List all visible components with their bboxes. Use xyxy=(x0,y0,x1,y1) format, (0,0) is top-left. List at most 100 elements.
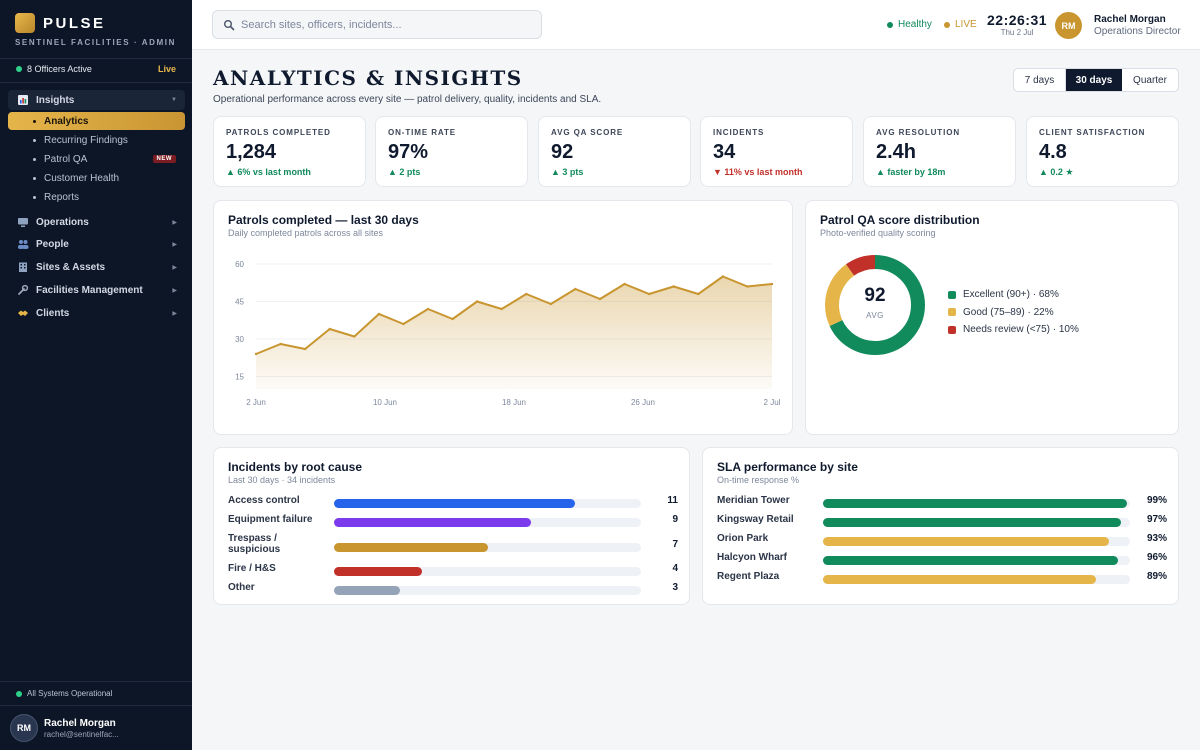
sidebar-section-facilities-management[interactable]: Facilities Management ▶ xyxy=(8,280,185,300)
people-icon xyxy=(18,240,29,249)
kpi-value: 97% xyxy=(388,141,429,163)
topbar-user-name: Rachel Morgan xyxy=(1094,14,1166,25)
data-point xyxy=(475,300,479,303)
bar-track xyxy=(823,518,1130,527)
donut-center-value: 92 xyxy=(864,285,886,306)
topbar: Healthy LIVE 22:26:31 Thu 2 Jul RM Rache… xyxy=(192,0,1200,50)
health-dot-icon xyxy=(887,21,893,28)
kpi-incidents: INCIDENTS 34 ▼ 11% vs last month xyxy=(700,116,853,187)
sidebar-user[interactable]: RM Rachel Morgan rachel@sentinelfac... xyxy=(10,714,119,742)
bar-label: Fire / H&S xyxy=(228,563,276,574)
bar-fill xyxy=(334,567,422,576)
bullet-icon xyxy=(33,119,36,123)
bar-fill xyxy=(334,543,488,552)
live-status: LIVE xyxy=(944,19,977,30)
bar-fill xyxy=(823,518,1121,527)
range-30-days-button[interactable]: 30 days xyxy=(1066,69,1122,91)
incidents-chart-title: Incidents by root cause xyxy=(228,460,363,474)
data-point xyxy=(279,342,282,346)
chevron-right-icon: ▶ xyxy=(172,241,177,248)
sidebar-section-operations[interactable]: Operations ▶ xyxy=(8,212,185,232)
kpi-delta: ▲ faster by 18m xyxy=(876,167,946,177)
bar-chart-icon xyxy=(18,95,28,105)
bar-track xyxy=(823,499,1130,508)
patrols-area-chart: 15 30 45 60 2 Jun 10 Jun 18 Jun 26 Jun 2 Jul xyxy=(235,260,781,407)
sidebar-item-customer-health[interactable]: Customer Health xyxy=(8,169,185,187)
legend-swatch xyxy=(948,325,956,334)
sidebar-section-insights[interactable]: Insights ▼ xyxy=(8,90,185,110)
bar-value: 96% xyxy=(1146,552,1167,563)
brand[interactable]: PULSE xyxy=(15,13,106,33)
bar-fill xyxy=(823,575,1097,584)
sidebar-item-reports[interactable]: Reports xyxy=(8,188,185,206)
donut-slice xyxy=(825,255,925,355)
bar-track xyxy=(334,543,641,552)
bar-fill xyxy=(334,518,532,527)
kpi-delta: ▲ 0.2 ★ xyxy=(1039,167,1074,177)
range-7-days-button[interactable]: 7 days xyxy=(1014,69,1066,91)
x-tick-label: 18 Jun xyxy=(502,398,526,407)
bullet-icon xyxy=(33,157,36,161)
data-point xyxy=(598,297,602,301)
bar-row: Regent Plaza 89% xyxy=(717,571,1167,590)
sidebar-item-label: Customer Health xyxy=(44,172,120,184)
data-point xyxy=(697,292,700,296)
kpi-delta: ▲ 2 pts xyxy=(388,167,421,177)
live-dot-icon xyxy=(944,21,950,28)
bar-track xyxy=(823,537,1130,546)
sla-chart-title: SLA performance by site xyxy=(717,460,858,474)
sidebar-section-label: Sites & Assets xyxy=(36,261,106,273)
monitor-icon xyxy=(18,218,28,227)
page-subtitle: Operational performance across every sit… xyxy=(213,94,602,105)
kpi-on-time-rate: ON-TIME RATE 97% ▲ 2 pts xyxy=(375,116,528,187)
patrols-chart-subtitle: Daily completed patrols across all sites xyxy=(228,228,384,238)
search-input[interactable] xyxy=(241,18,521,31)
sidebar-item-analytics[interactable]: Analytics xyxy=(8,112,185,130)
range-quarter-button[interactable]: Quarter xyxy=(1133,74,1167,86)
wrench-icon xyxy=(18,284,29,295)
data-point xyxy=(451,317,454,321)
sidebar-item-recurring-findings[interactable]: Recurring Findings xyxy=(8,131,185,149)
incidents-chart-card: Incidents by root cause Last 30 days · 3… xyxy=(213,447,690,605)
search-box[interactable] xyxy=(212,10,542,39)
bar-row: Orion Park 93% xyxy=(717,533,1167,552)
sidebar-section-label: People xyxy=(36,238,69,250)
legend-item: Excellent (90+) · 68% xyxy=(948,286,1079,304)
bar-value: 3 xyxy=(672,582,678,593)
kpi-value: 2.4h xyxy=(876,141,917,163)
bar-value: 9 xyxy=(672,514,678,525)
avatar[interactable]: RM xyxy=(1055,12,1082,39)
bullet-icon xyxy=(33,176,36,180)
data-point xyxy=(525,292,528,296)
bar-label: Trespass / suspicious xyxy=(228,533,281,555)
sidebar-item-patrol-qa[interactable]: Patrol QA NEW xyxy=(8,150,185,168)
bar-value: 89% xyxy=(1146,571,1167,582)
bar-row: Halcyon Wharf 96% xyxy=(717,552,1167,571)
sidebar-section-people[interactable]: People ▶ xyxy=(8,234,185,254)
kpi-client-satisfaction: CLIENT SATISFACTION 4.8 ▲ 0.2 ★ xyxy=(1026,116,1179,187)
sidebar-section-sites-assets[interactable]: Sites & Assets ▶ xyxy=(8,257,185,277)
bar-track xyxy=(823,575,1130,584)
sidebar-section-clients[interactable]: Clients ▶ xyxy=(8,303,185,323)
kpi-value: 92 xyxy=(551,141,574,163)
sla-chart-subtitle: On-time response % xyxy=(717,475,800,485)
data-point xyxy=(328,327,331,331)
bar-label: Equipment failure xyxy=(228,514,313,525)
bar-row: Meridian Tower 99% xyxy=(717,495,1167,514)
bar-track xyxy=(334,499,641,508)
bar-row: Other 3 xyxy=(228,582,678,601)
y-tick-label: 30 xyxy=(235,335,244,344)
sidebar-divider xyxy=(0,681,192,682)
bar-value: 93% xyxy=(1146,533,1167,544)
brand-subtitle: SENTINEL FACILITIES · ADMIN xyxy=(15,38,176,47)
data-point xyxy=(500,307,503,311)
legend-item: Good (75–89) · 22% xyxy=(948,304,1079,322)
bar-value: 7 xyxy=(672,539,678,550)
search-icon xyxy=(224,19,235,30)
qa-distribution-card: Patrol QA score distribution Photo-verif… xyxy=(805,200,1179,435)
officers-live-label: Live xyxy=(157,64,176,74)
topbar-user[interactable]: Rachel Morgan Operations Director xyxy=(1094,14,1181,37)
sidebar-divider xyxy=(0,82,192,83)
kpi-value: 34 xyxy=(713,141,736,163)
legend-label: Good (75–89) · 22% xyxy=(963,306,1054,318)
